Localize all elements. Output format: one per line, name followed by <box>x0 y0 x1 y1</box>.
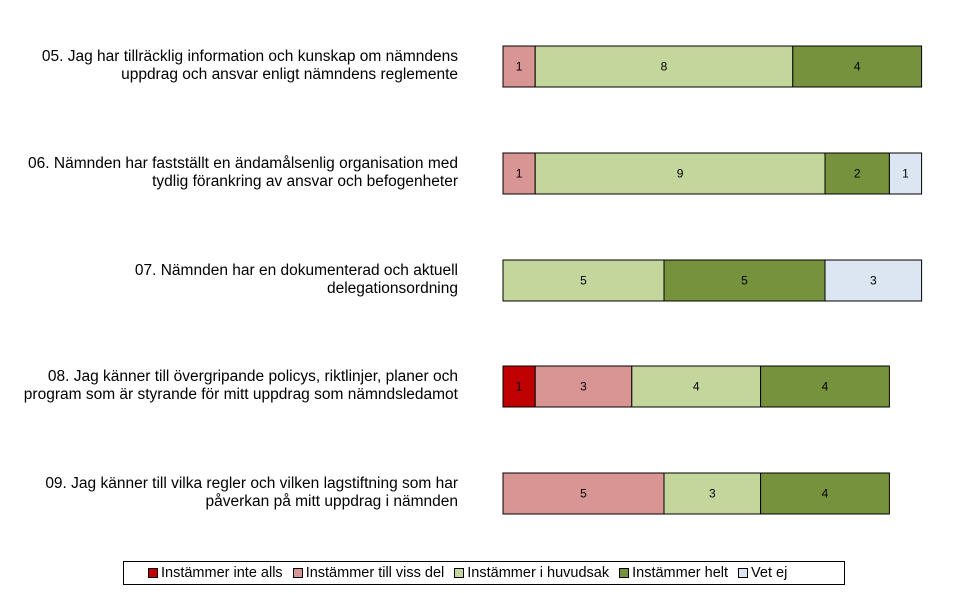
legend-entry: Instämmer till viss del <box>292 565 445 581</box>
bar-segment <box>534 152 826 195</box>
legend-label: Instämmer helt <box>632 565 729 581</box>
data-label: 4 <box>822 380 829 394</box>
bar-segment <box>760 472 890 515</box>
legend-entry: Instämmer i huvudsak <box>454 565 609 581</box>
legend-label: Instämmer i huvudsak <box>467 565 610 581</box>
data-label: 4 <box>693 380 700 394</box>
bar-segment <box>824 152 890 195</box>
category-label-line: påverkan på mitt uppdrag i nämnden <box>205 493 458 510</box>
category-label-line: 05. Jag har tillräcklig information och … <box>41 48 458 65</box>
category-label-line: 09. Jag känner till vilka regler och vil… <box>45 475 458 492</box>
bar-segment <box>502 259 665 302</box>
legend-swatch <box>454 568 465 578</box>
data-label: 1 <box>516 380 523 394</box>
data-label: 4 <box>822 487 829 501</box>
legend-label: Vet ej <box>751 565 788 581</box>
data-label: 3 <box>709 487 716 501</box>
bar-segment <box>888 152 923 195</box>
category-label: 09. Jag känner till vilka regler och vil… <box>0 475 458 511</box>
bar-segment <box>792 45 923 88</box>
bar-segment <box>663 472 762 515</box>
legend-swatch <box>619 568 630 578</box>
legend-entry: Instämmer inte alls <box>148 565 283 581</box>
legend-entry: Vet ej <box>738 565 787 581</box>
legend-entry: Instämmer helt <box>619 565 728 581</box>
legend-label: Instämmer inte alls <box>161 565 283 581</box>
category-label-line: 07. Nämnden har en dokumenterad och aktu… <box>134 262 458 279</box>
data-label: 5 <box>580 487 587 501</box>
bar-segment <box>534 365 633 408</box>
data-label: 1 <box>516 167 523 181</box>
legend-swatch <box>148 568 158 578</box>
category-label-line: 08. Jag känner till övergripande policys… <box>47 368 458 385</box>
data-label: 1 <box>516 60 523 74</box>
category-label-line: tydlig förankring av ansvar och befogenh… <box>152 173 458 190</box>
data-label: 5 <box>741 274 748 288</box>
bar-segment <box>502 472 665 515</box>
bar-segment <box>631 365 762 408</box>
category-label: 05. Jag har tillräcklig information och … <box>0 48 458 84</box>
data-label: 2 <box>854 167 861 181</box>
category-label-line: program som är styrande för mitt uppdrag… <box>23 386 458 403</box>
category-label: 07. Nämnden har en dokumenterad och aktu… <box>0 262 458 298</box>
category-label: 06. Nämnden har fastställt en ändamålsen… <box>0 155 458 191</box>
data-label: 5 <box>580 274 587 288</box>
bar-segment <box>824 259 923 302</box>
category-label-line: uppdrag och ansvar enligt nämndens regle… <box>121 66 458 83</box>
legend-swatch <box>292 568 303 578</box>
legend-label: Instämmer till viss del <box>305 565 445 581</box>
data-label: 9 <box>677 167 684 181</box>
bar-segment <box>502 365 536 408</box>
data-label: 8 <box>661 60 668 74</box>
data-label: 3 <box>870 274 877 288</box>
category-label: 08. Jag känner till övergripande policys… <box>0 368 458 404</box>
legend: Instämmer inte alls Instämmer till viss d… <box>123 561 845 585</box>
bar-segment <box>760 365 890 408</box>
bar-segment <box>502 45 536 88</box>
data-label: 3 <box>580 380 587 394</box>
data-label: 1 <box>902 167 909 181</box>
legend-swatch <box>738 568 749 578</box>
data-label: 4 <box>854 60 861 74</box>
category-label-line: 06. Nämnden har fastställt en ändamålsen… <box>28 155 458 172</box>
category-label-line: delegationsordning <box>327 280 458 297</box>
bar-segment <box>534 45 794 88</box>
